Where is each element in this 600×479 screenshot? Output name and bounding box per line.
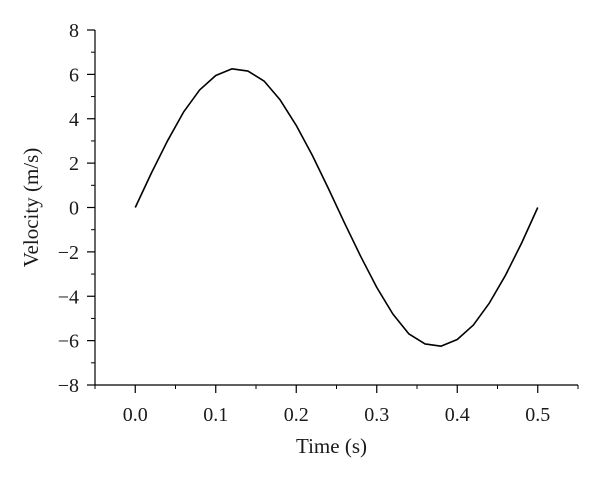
x-tick-label: 0.1: [203, 404, 228, 426]
x-tick-label: 0.3: [364, 404, 389, 426]
plot-area: [134, 68, 539, 347]
x-tick-label: 0.4: [445, 404, 470, 426]
x-tick-label: 0.0: [123, 404, 148, 426]
y-axis-title: Velocity (m/s): [19, 148, 43, 268]
y-tick-label: 4: [69, 109, 79, 131]
y-tick-label: −2: [58, 242, 79, 264]
x-axis-title: Time (s): [296, 434, 367, 458]
y-tick-label: 2: [69, 153, 79, 175]
y-tick-label: −4: [58, 286, 79, 308]
y-tick-label: 0: [69, 198, 79, 220]
x-tick-label: 0.5: [525, 404, 550, 426]
x-tick-label: 0.2: [284, 404, 309, 426]
y-tick-label: 6: [69, 64, 79, 86]
y-tick-label: 8: [69, 20, 79, 42]
y-tick-label: −8: [58, 375, 79, 397]
y-axis: −8 −6 −4 −2 0 2 4 6 8: [58, 20, 96, 397]
x-axis: 0.0 0.1 0.2 0.3 0.4 0.5: [94, 384, 579, 426]
series-line: [134, 68, 539, 347]
y-tick-label: −6: [58, 331, 79, 353]
